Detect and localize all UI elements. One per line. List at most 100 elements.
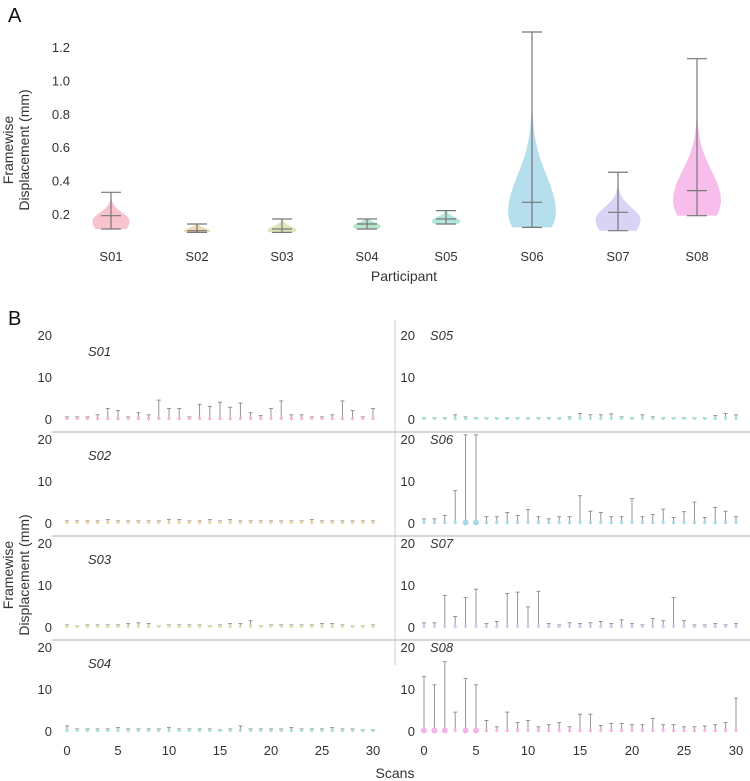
scan-violin-base: [516, 728, 520, 733]
scan-violin-base: [85, 520, 89, 525]
scan-violin-base: [495, 416, 499, 421]
scan-violin-base: [147, 728, 151, 733]
scan-violin-base: [85, 728, 89, 733]
scan-violin-base: [65, 624, 69, 629]
scan-violin-base: [198, 416, 202, 421]
scan-violin-base: [473, 727, 479, 734]
scan-violin-base: [443, 520, 447, 525]
scan-violin-base: [672, 624, 676, 629]
scan-violin-base: [259, 728, 263, 733]
scan-violin-base: [453, 728, 457, 733]
scan-violin-base: [703, 520, 707, 525]
scan-violin-base: [672, 520, 676, 525]
scan-violin-base: [724, 624, 728, 629]
x-tick-label: 15: [213, 743, 227, 758]
y-tick-label: 0: [408, 516, 415, 531]
panel-label-a: A: [8, 5, 22, 27]
scan-violin-base: [249, 624, 253, 629]
scan-violin-base: [630, 624, 634, 629]
scan-violin-base: [505, 624, 509, 629]
x-tick-label: 25: [677, 743, 691, 758]
scan-violin-base: [432, 624, 436, 629]
scan-violin-base: [187, 624, 191, 629]
scan-violin-base: [516, 624, 520, 629]
scan-violin-base: [620, 728, 624, 733]
scan-violin-base: [640, 520, 645, 525]
x-tick-label: S03: [270, 249, 293, 264]
scan-violin-base: [177, 416, 181, 421]
scan-violin-base: [340, 416, 344, 421]
x-tick-label: 0: [63, 743, 70, 758]
scan-violin-base: [167, 728, 171, 733]
x-tick-label: 10: [162, 743, 176, 758]
participant-label: S01: [88, 344, 111, 359]
y-tick-label: 0.8: [52, 107, 70, 122]
scan-violin-base: [441, 727, 448, 734]
scan-violin-base: [65, 416, 69, 421]
scan-violin-base: [547, 624, 551, 629]
scan-violin-base: [361, 520, 365, 525]
scan-violin-base: [703, 416, 707, 421]
scan-violin-base: [578, 520, 582, 525]
scan-violin-base: [661, 624, 665, 629]
y-tick-label: 0.4: [52, 174, 70, 189]
scan-violin-base: [187, 416, 191, 421]
scan-violin-base: [651, 520, 655, 525]
y-tick-label: 0: [45, 620, 52, 635]
scan-violin-base: [126, 624, 130, 629]
scan-violin-base: [310, 520, 314, 525]
scan-violin-base: [682, 520, 686, 525]
scan-violin-base: [703, 728, 707, 733]
scan-violin-base: [269, 520, 273, 525]
x-tick-label: 25: [315, 743, 329, 758]
scan-violin-base: [484, 624, 488, 629]
scan-violin-base: [96, 416, 100, 421]
scan-violin-base: [609, 416, 613, 421]
scan-violin-base: [588, 624, 593, 629]
scan-violin-base: [238, 624, 242, 629]
y-tick-label: 10: [401, 370, 415, 385]
scan-violin-base: [147, 416, 151, 421]
scan-violin-base: [724, 728, 728, 733]
scan-violin-base: [495, 520, 499, 525]
scan-violin-base: [289, 624, 293, 629]
scan-violin-base: [609, 520, 613, 525]
scan-violin-base: [187, 520, 191, 525]
x-tick-label: S05: [434, 249, 457, 264]
y-tick-label: 0.2: [52, 207, 70, 222]
scan-violin-base: [682, 416, 686, 421]
y-tick-label: 20: [38, 536, 52, 551]
scan-violin-base: [351, 416, 355, 421]
scan-violin-base: [96, 624, 100, 629]
scan-violin-base: [320, 728, 324, 733]
y-tick-label: 0: [45, 724, 52, 739]
scan-violin-base: [249, 728, 253, 733]
scan-violin-base: [371, 416, 375, 421]
scan-violin-base: [269, 624, 273, 629]
scan-violin-base: [208, 416, 212, 421]
scan-violin-base: [703, 624, 707, 629]
x-tick-label: 0: [420, 743, 427, 758]
scan-violin-base: [147, 624, 151, 629]
scan-violin-base: [208, 728, 212, 733]
scan-violin-base: [228, 728, 232, 733]
scan-violin-base: [536, 520, 541, 525]
scan-violin-base: [177, 520, 181, 525]
scan-violin-base: [443, 416, 447, 421]
scan-violin-base: [157, 728, 161, 733]
scan-violin-base: [310, 416, 314, 421]
participant-label: S05: [430, 328, 454, 343]
scan-violin-base: [421, 727, 427, 734]
scan-violin-base: [578, 728, 582, 733]
scan-violin-base: [75, 520, 79, 525]
x-tick-label: 15: [573, 743, 587, 758]
scan-violin-base: [651, 416, 655, 421]
scan-violin-base: [661, 728, 665, 733]
y-tick-label: 1.2: [52, 40, 70, 55]
scan-violin-base: [371, 624, 375, 629]
violin-chart: Framewise Displacement (mm) Participant …: [0, 31, 721, 284]
scan-violin-base: [259, 416, 263, 421]
scan-violin-base: [106, 520, 110, 525]
scan-violin-base: [568, 624, 572, 629]
scan-violin-base: [361, 416, 365, 421]
